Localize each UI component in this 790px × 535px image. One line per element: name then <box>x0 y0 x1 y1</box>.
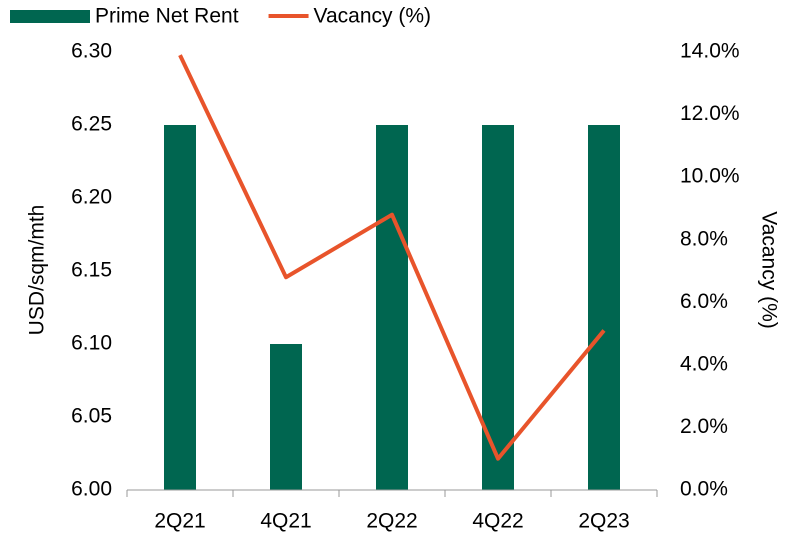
bar <box>588 125 620 490</box>
y2-tick-label: 2.0% <box>680 415 728 438</box>
bar <box>376 125 408 490</box>
x-tick-label: 4Q21 <box>260 510 311 533</box>
x-tick-label: 2Q23 <box>578 510 629 533</box>
y-tick-label: 6.10 <box>71 332 112 355</box>
y-tick-label: 6.05 <box>71 405 112 428</box>
y2-tick-label: 6.0% <box>680 290 728 313</box>
y2-tick-label: 4.0% <box>680 352 728 375</box>
line <box>178 54 606 461</box>
y2-tick-label: 10.0% <box>680 165 740 188</box>
x-tick-label: 2Q22 <box>366 510 417 533</box>
x-tick-label: 2Q21 <box>154 510 205 533</box>
y-tick-label: 6.00 <box>71 478 112 501</box>
y2-axis-label: Vacancy (%) <box>757 211 780 328</box>
y2-tick-label: 8.0% <box>680 227 728 250</box>
legend-label: Vacancy (%) <box>314 5 431 28</box>
y2-tick-label: 12.0% <box>680 102 740 125</box>
y2-tick-label: 0.0% <box>680 478 728 501</box>
bar <box>270 344 302 490</box>
legend-label: Prime Net Rent <box>95 5 239 28</box>
y-tick-label: 6.15 <box>71 259 112 282</box>
x-tick-label: 4Q22 <box>472 510 523 533</box>
y-tick-label: 6.30 <box>71 40 112 63</box>
y-tick-label: 6.25 <box>71 113 112 136</box>
bar <box>164 125 196 490</box>
y-axis-label: USD/sqm/mth <box>26 205 49 336</box>
y-tick-label: 6.20 <box>71 186 112 209</box>
y2-tick-label: 14.0% <box>680 40 740 63</box>
legend-swatch <box>10 10 90 23</box>
